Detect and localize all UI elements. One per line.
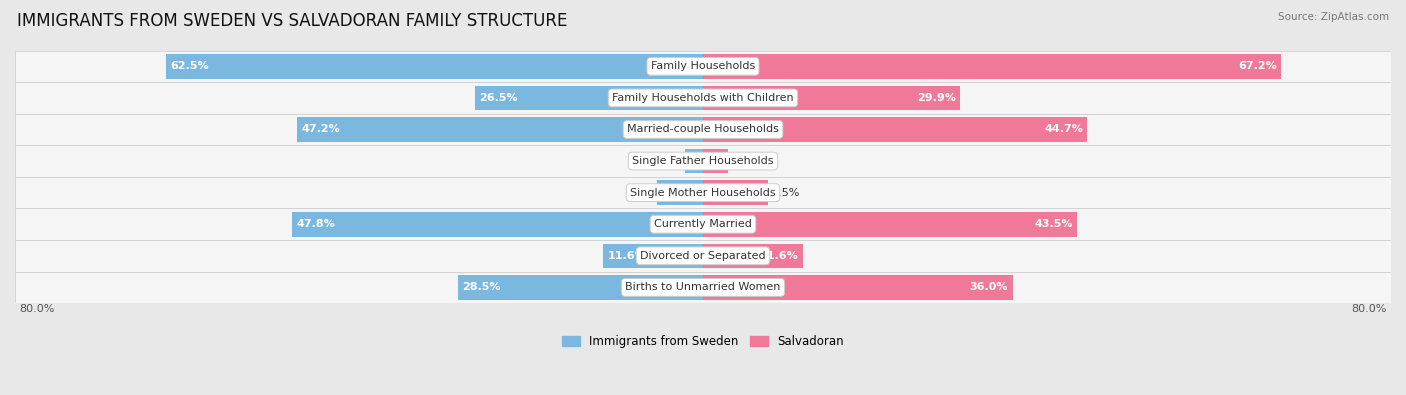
Text: 43.5%: 43.5% [1035,219,1073,229]
Bar [15,114,1391,145]
Bar [703,117,1087,142]
Bar [703,181,768,205]
Text: 7.5%: 7.5% [770,188,800,198]
Bar [15,272,1391,303]
Text: Divorced or Separated: Divorced or Separated [640,251,766,261]
Bar [703,149,728,173]
Text: 44.7%: 44.7% [1045,124,1083,135]
Text: 47.8%: 47.8% [297,219,335,229]
Text: Family Households: Family Households [651,61,755,71]
Text: Single Father Households: Single Father Households [633,156,773,166]
Bar [703,86,960,110]
Text: 11.6%: 11.6% [759,251,799,261]
Text: 11.6%: 11.6% [607,251,647,261]
Text: Married-couple Households: Married-couple Households [627,124,779,135]
Text: 36.0%: 36.0% [970,282,1008,292]
Bar [703,275,1012,300]
Bar [166,54,703,79]
Bar [292,212,703,237]
Text: Single Mother Households: Single Mother Households [630,188,776,198]
Text: 62.5%: 62.5% [170,61,208,71]
Bar [685,149,703,173]
Legend: Immigrants from Sweden, Salvadoran: Immigrants from Sweden, Salvadoran [557,331,849,353]
Bar [475,86,703,110]
Text: 2.9%: 2.9% [731,156,759,166]
Text: 80.0%: 80.0% [20,304,55,314]
Text: 26.5%: 26.5% [479,93,517,103]
Bar [703,243,803,268]
Text: IMMIGRANTS FROM SWEDEN VS SALVADORAN FAMILY STRUCTURE: IMMIGRANTS FROM SWEDEN VS SALVADORAN FAM… [17,12,567,30]
Text: 80.0%: 80.0% [1351,304,1386,314]
Bar [15,145,1391,177]
Bar [15,209,1391,240]
Text: 29.9%: 29.9% [917,93,956,103]
Text: 67.2%: 67.2% [1237,61,1277,71]
Bar [657,181,703,205]
Bar [15,82,1391,114]
Bar [458,275,703,300]
Bar [15,240,1391,272]
Text: Family Households with Children: Family Households with Children [612,93,794,103]
Text: 47.2%: 47.2% [301,124,340,135]
Text: 2.1%: 2.1% [654,156,682,166]
Bar [15,51,1391,82]
Bar [15,177,1391,209]
Text: Source: ZipAtlas.com: Source: ZipAtlas.com [1278,12,1389,22]
Bar [703,212,1077,237]
Bar [703,54,1281,79]
Bar [297,117,703,142]
Text: Births to Unmarried Women: Births to Unmarried Women [626,282,780,292]
Text: 28.5%: 28.5% [463,282,501,292]
Bar [603,243,703,268]
Text: Currently Married: Currently Married [654,219,752,229]
Text: 5.4%: 5.4% [624,188,654,198]
